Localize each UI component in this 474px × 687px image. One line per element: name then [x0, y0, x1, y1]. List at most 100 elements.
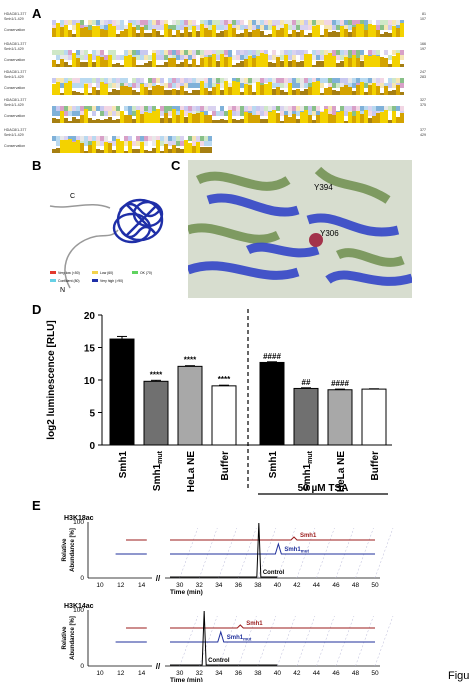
x-tick-label: 50	[371, 582, 379, 589]
y-min-label: 0	[80, 663, 84, 670]
sequence-end-position: 166	[420, 42, 426, 46]
x-tick-label: 40	[274, 582, 282, 589]
y-max-label: 100	[73, 607, 84, 614]
x-tick-label: 44	[313, 582, 321, 589]
trace-label-control: Control	[263, 570, 285, 576]
x-tick-label: 46	[332, 582, 340, 589]
alignment-block: HDAC8/1-377 327 Smh1/1-429 375 Conservation	[4, 98, 426, 124]
axis-break: //	[156, 662, 161, 671]
category-label: Smh1	[268, 451, 279, 479]
x-tick-label: 38	[254, 670, 262, 677]
grid-line	[316, 527, 335, 579]
bar	[143, 380, 169, 446]
x-tick-label: 14	[138, 582, 146, 589]
grid-line	[316, 615, 335, 667]
sequence-name: Smh1/1-429	[4, 47, 24, 51]
sequence-end-position: 197	[420, 47, 426, 51]
bar	[259, 361, 285, 446]
x-tick-label: 36	[235, 670, 243, 677]
alignment-sequence-row: HDAC8/1-377 327	[4, 98, 426, 111]
grid-line	[355, 615, 374, 667]
category-label: Smh1mut	[302, 450, 314, 491]
y-tick-label: 10	[84, 376, 96, 387]
x-tick-label: 30	[176, 670, 184, 677]
x-tick-label: 42	[293, 582, 301, 589]
sequence-end-position: 375	[420, 103, 426, 107]
grid-line	[199, 527, 218, 579]
y-axis-label: Relative	[62, 626, 68, 650]
grid-line	[355, 527, 374, 579]
x-tick-label: 46	[332, 670, 340, 677]
conservation-label: Conservation	[4, 144, 26, 148]
x-tick-label: 50	[371, 670, 379, 677]
n-terminus-label-n: N	[60, 287, 65, 294]
sequence-name: HDAC8/1-377	[4, 12, 27, 16]
alignment-block: HDAC8/1-377 166 Smh1/1-429 197 Conservation	[4, 42, 426, 68]
grid-line	[374, 615, 394, 667]
chromatogram-title: H3K14ac	[64, 603, 94, 610]
grid-line	[296, 527, 316, 579]
category-label: Smh1	[118, 451, 129, 479]
sequence-name: Smh1/1-429	[4, 75, 24, 79]
x-tick-label: 42	[293, 670, 301, 677]
predicted-structure-image: C N Very low (<50) Low (60) OK (70) Confide…	[49, 193, 164, 294]
conservation-label: Conservation	[4, 86, 26, 90]
caption-fragment: Figu	[448, 670, 470, 682]
alignment-sequence-row: HDAC8/1-377 247	[4, 70, 426, 83]
panel-label-a: A	[32, 6, 42, 21]
grid-line	[335, 615, 355, 667]
legend-label: Confident (80)	[58, 279, 80, 283]
category-label: Buffer	[370, 451, 381, 481]
grid-line	[257, 615, 277, 667]
sequence-name: HDAC8/1-377	[4, 42, 27, 46]
sequence-name: HDAC8/1-377	[4, 98, 27, 102]
sequence-end-position: 81	[422, 12, 426, 16]
x-tick-label: 10	[96, 582, 104, 589]
sequence-alignment: HDAC8/1-377 81 Smh1/1-429 107 Conservation HD…	[0, 0, 474, 160]
x-tick-label: 40	[274, 670, 282, 677]
y-axis-label: Abundance [%]	[70, 528, 76, 572]
y-axis-label: log2 luminescence [RLU]	[46, 320, 57, 439]
x-tick-label: 12	[117, 582, 125, 589]
x-tick-label: 32	[196, 670, 204, 677]
sequence-end-position: 327	[420, 98, 426, 102]
x-axis-label: Time (min)	[170, 677, 203, 682]
alignment-sequence-row: Smh1/1-429 429	[4, 133, 426, 146]
y-axis-label: Relative	[62, 538, 68, 562]
alignment-sequence-row: Smh1/1-429 107	[4, 17, 426, 30]
grid-line	[218, 615, 238, 667]
grid-line	[277, 527, 296, 579]
legend-label: OK (70)	[140, 271, 152, 275]
trace-smh1	[170, 536, 375, 541]
sequence-end-position: 377	[420, 128, 426, 132]
sequence-end-position: 283	[420, 75, 426, 79]
alignment-block: HDAC8/1-377 81 Smh1/1-429 107 Conservation	[4, 12, 426, 38]
bar	[109, 338, 135, 446]
y-max-label: 100	[73, 519, 84, 526]
category-label: Buffer	[220, 451, 231, 481]
alignment-sequence-row: Smh1/1-429 375	[4, 103, 426, 116]
alignment-sequence-row: Smh1/1-429 197	[4, 47, 426, 60]
alignment-sequence-row: HDAC8/1-377 377	[4, 128, 426, 141]
grid-line	[296, 615, 316, 667]
significance-label: ####	[331, 379, 349, 388]
sequence-end-position: 247	[420, 70, 426, 74]
x-tick-label: 30	[176, 582, 184, 589]
trace-label-smh1: Smh1	[300, 533, 317, 539]
trace-label-smh1: Smh1	[246, 621, 263, 627]
sequence-end-position: 107	[420, 17, 426, 21]
x-tick-label: 34	[215, 670, 223, 677]
trace-control	[170, 610, 278, 666]
legend-swatch	[92, 279, 98, 282]
chromatogram-title: H3K18ac	[64, 515, 94, 522]
panel-label-e: E	[32, 498, 41, 513]
x-tick-label: 48	[352, 582, 360, 589]
sequence-name: Smh1/1-429	[4, 17, 24, 21]
x-tick-label: 34	[215, 582, 223, 589]
legend-swatch	[50, 271, 56, 274]
panel-label-c: C	[171, 158, 181, 173]
grid-line	[179, 527, 198, 579]
trace-label-control: Control	[208, 658, 230, 664]
conservation-label: Conservation	[4, 28, 26, 32]
